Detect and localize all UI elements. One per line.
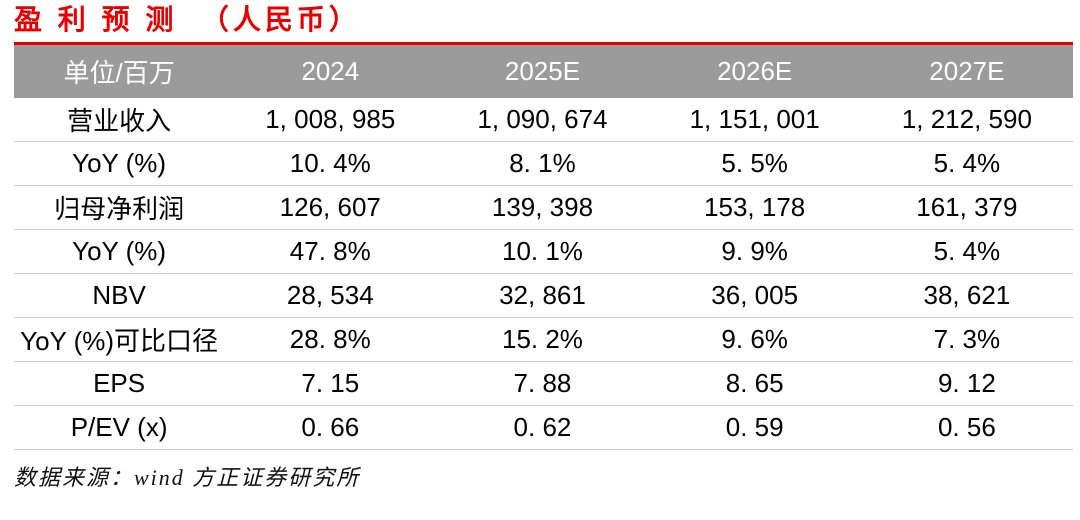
value-cell: 28, 534 (224, 273, 437, 318)
value-cell: 38, 621 (860, 273, 1073, 318)
profit-forecast-table: 单位/百万 2024 2025E 2026E 2027E 营业收入 1, 008… (14, 42, 1073, 450)
table-body: 营业收入 1, 008, 985 1, 090, 674 1, 151, 001… (14, 97, 1073, 450)
header-cell-unit: 单位/百万 (14, 43, 225, 98)
row-label: EPS (14, 361, 225, 406)
value-cell: 1, 212, 590 (860, 97, 1073, 142)
row-label: P/EV (x) (14, 405, 225, 450)
value-cell: 0. 56 (860, 405, 1073, 450)
value-cell: 126, 607 (224, 185, 437, 230)
table-row-nbv-yoy-comparable: YoY (%)可比口径 28. 8% 15. 2% 9. 6% 7. 3% (14, 317, 1073, 362)
value-cell: 161, 379 (860, 185, 1073, 230)
value-cell: 1, 151, 001 (648, 97, 861, 142)
value-cell: 0. 62 (436, 405, 649, 450)
value-cell: 7. 88 (436, 361, 649, 406)
header-cell-2026e: 2026E (648, 43, 861, 98)
table-row-pev: P/EV (x) 0. 66 0. 62 0. 59 0. 56 (14, 405, 1073, 450)
value-cell: 0. 59 (648, 405, 861, 450)
value-cell: 9. 6% (648, 317, 861, 362)
value-cell: 8. 1% (436, 141, 649, 186)
row-label: YoY (%)可比口径 (14, 317, 225, 362)
header-cell-2027e: 2027E (860, 43, 1073, 98)
value-cell: 15. 2% (436, 317, 649, 362)
value-cell: 5. 4% (860, 229, 1073, 274)
value-cell: 9. 12 (860, 361, 1073, 406)
value-cell: 9. 9% (648, 229, 861, 274)
table-header: 单位/百万 2024 2025E 2026E 2027E (14, 43, 1073, 98)
data-source-note: 数据来源：wind 方正证券研究所 (14, 465, 361, 490)
value-cell: 10. 1% (436, 229, 649, 274)
value-cell: 32, 861 (436, 273, 649, 318)
value-cell: 139, 398 (436, 185, 649, 230)
value-cell: 1, 090, 674 (436, 97, 649, 142)
row-label: 营业收入 (14, 97, 225, 142)
value-cell: 28. 8% (224, 317, 437, 362)
value-cell: 0. 66 (224, 405, 437, 450)
value-cell: 153, 178 (648, 185, 861, 230)
row-label: NBV (14, 273, 225, 318)
row-label: YoY (%) (14, 141, 225, 186)
value-cell: 5. 5% (648, 141, 861, 186)
table-row-nbv: NBV 28, 534 32, 861 36, 005 38, 621 (14, 273, 1073, 318)
table-row-revenue-yoy: YoY (%) 10. 4% 8. 1% 5. 5% 5. 4% (14, 141, 1073, 186)
value-cell: 10. 4% (224, 141, 437, 186)
row-label: YoY (%) (14, 229, 225, 274)
table-row-eps: EPS 7. 15 7. 88 8. 65 9. 12 (14, 361, 1073, 406)
header-row: 单位/百万 2024 2025E 2026E 2027E (14, 43, 1073, 98)
row-label: 归母净利润 (14, 185, 225, 230)
value-cell: 47. 8% (224, 229, 437, 274)
value-cell: 5. 4% (860, 141, 1073, 186)
header-cell-2025e: 2025E (436, 43, 649, 98)
value-cell: 1, 008, 985 (224, 97, 437, 142)
table-row-net-profit: 归母净利润 126, 607 139, 398 153, 178 161, 37… (14, 185, 1073, 230)
table-row-revenue: 营业收入 1, 008, 985 1, 090, 674 1, 151, 001… (14, 97, 1073, 142)
value-cell: 7. 15 (224, 361, 437, 406)
header-cell-2024: 2024 (224, 43, 437, 98)
value-cell: 36, 005 (648, 273, 861, 318)
value-cell: 8. 65 (648, 361, 861, 406)
value-cell: 7. 3% (860, 317, 1073, 362)
page-title: 盈 利 预 测 （人民币） (14, 4, 361, 35)
table-row-net-profit-yoy: YoY (%) 47. 8% 10. 1% 9. 9% 5. 4% (14, 229, 1073, 274)
